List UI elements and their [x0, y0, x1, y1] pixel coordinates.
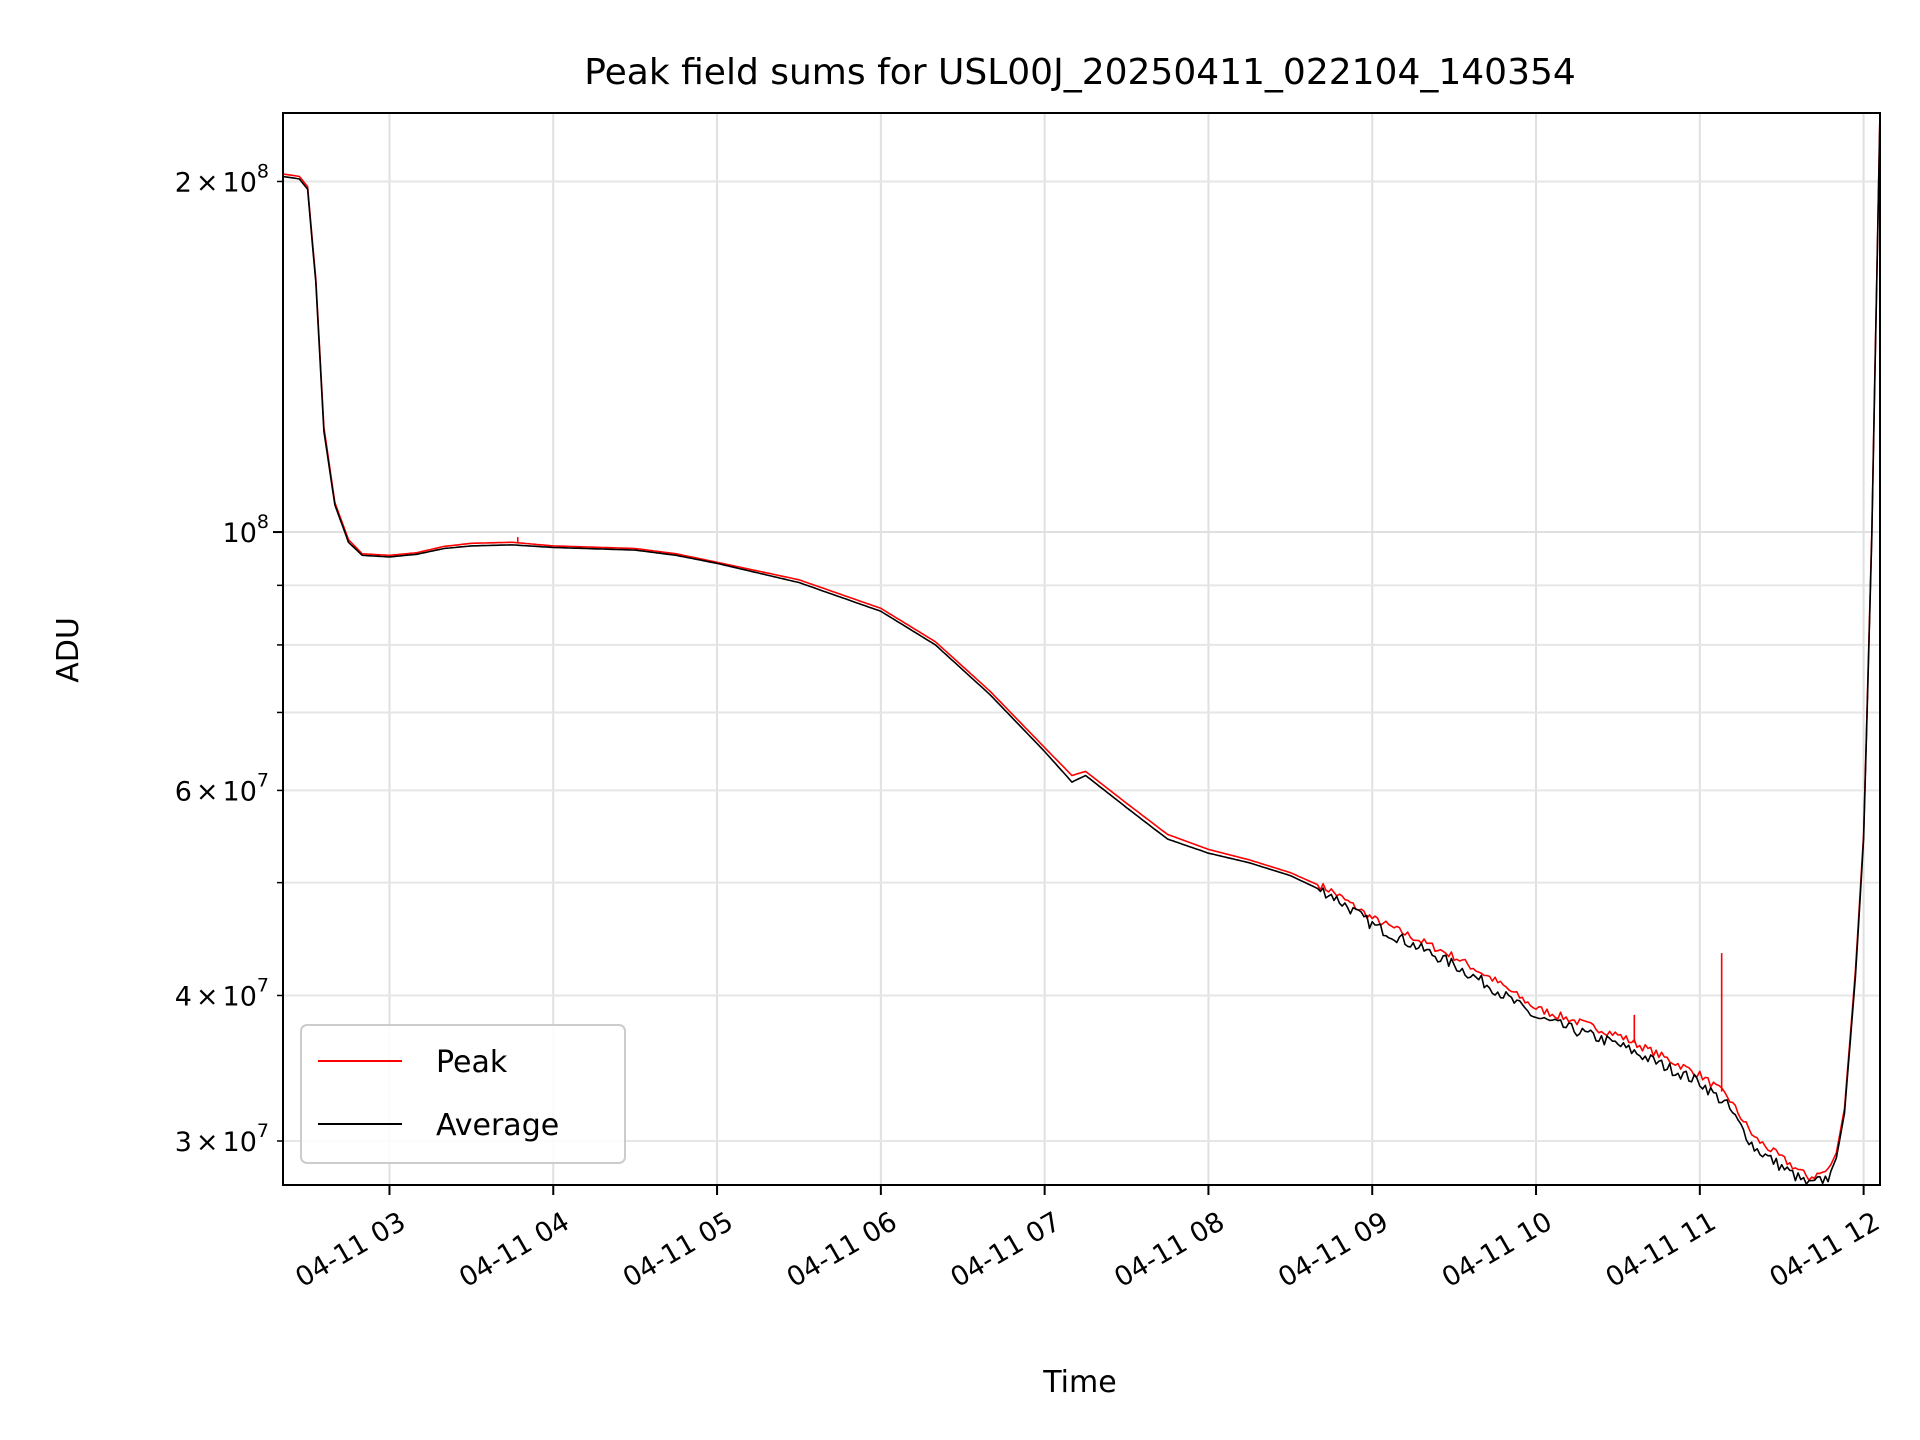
x-tick-label: 04-11 04 — [454, 1206, 575, 1294]
y-axis-ticks: 108 3 × 107 4 × 107 6 × 107 2 × 108 — [175, 160, 283, 1158]
chart-title: Peak field sums for USL00J_20250411_0221… — [584, 52, 1576, 93]
legend-label-peak: Peak — [436, 1045, 508, 1080]
legend: Peak Average — [300, 1024, 626, 1164]
y-tick-label: 108 — [223, 511, 269, 549]
y-tick-label: 6 × 107 — [175, 769, 269, 807]
legend-box — [300, 1024, 626, 1164]
y-tick-label: 3 × 107 — [175, 1120, 269, 1158]
x-tick-label: 04-11 07 — [946, 1206, 1067, 1294]
series-line-peak — [283, 113, 1880, 1181]
x-tick-label: 04-11 10 — [1437, 1206, 1558, 1294]
x-axis-ticks: 04-11 03 04-11 04 04-11 05 04-11 06 04-11 07… — [290, 1185, 1885, 1294]
series-line-average — [283, 113, 1880, 1185]
x-axis-label: Time — [1042, 1365, 1116, 1400]
y-tick-label: 4 × 107 — [175, 974, 269, 1012]
x-tick-label: 04-11 06 — [782, 1206, 903, 1294]
x-tick-label: 04-11 11 — [1601, 1206, 1722, 1294]
x-tick-label: 04-11 05 — [618, 1206, 739, 1294]
x-tick-label: 04-11 09 — [1273, 1206, 1394, 1294]
x-tick-label: 04-11 12 — [1764, 1206, 1885, 1294]
series-layer — [283, 113, 1880, 1185]
x-tick-label: 04-11 08 — [1109, 1206, 1230, 1294]
x-tick-label: 04-11 03 — [290, 1206, 411, 1294]
legend-label-average: Average — [436, 1108, 559, 1143]
plot-frame — [282, 112, 1881, 1186]
y-axis-label: ADU — [51, 617, 86, 683]
y-tick-label: 2 × 108 — [175, 160, 269, 198]
